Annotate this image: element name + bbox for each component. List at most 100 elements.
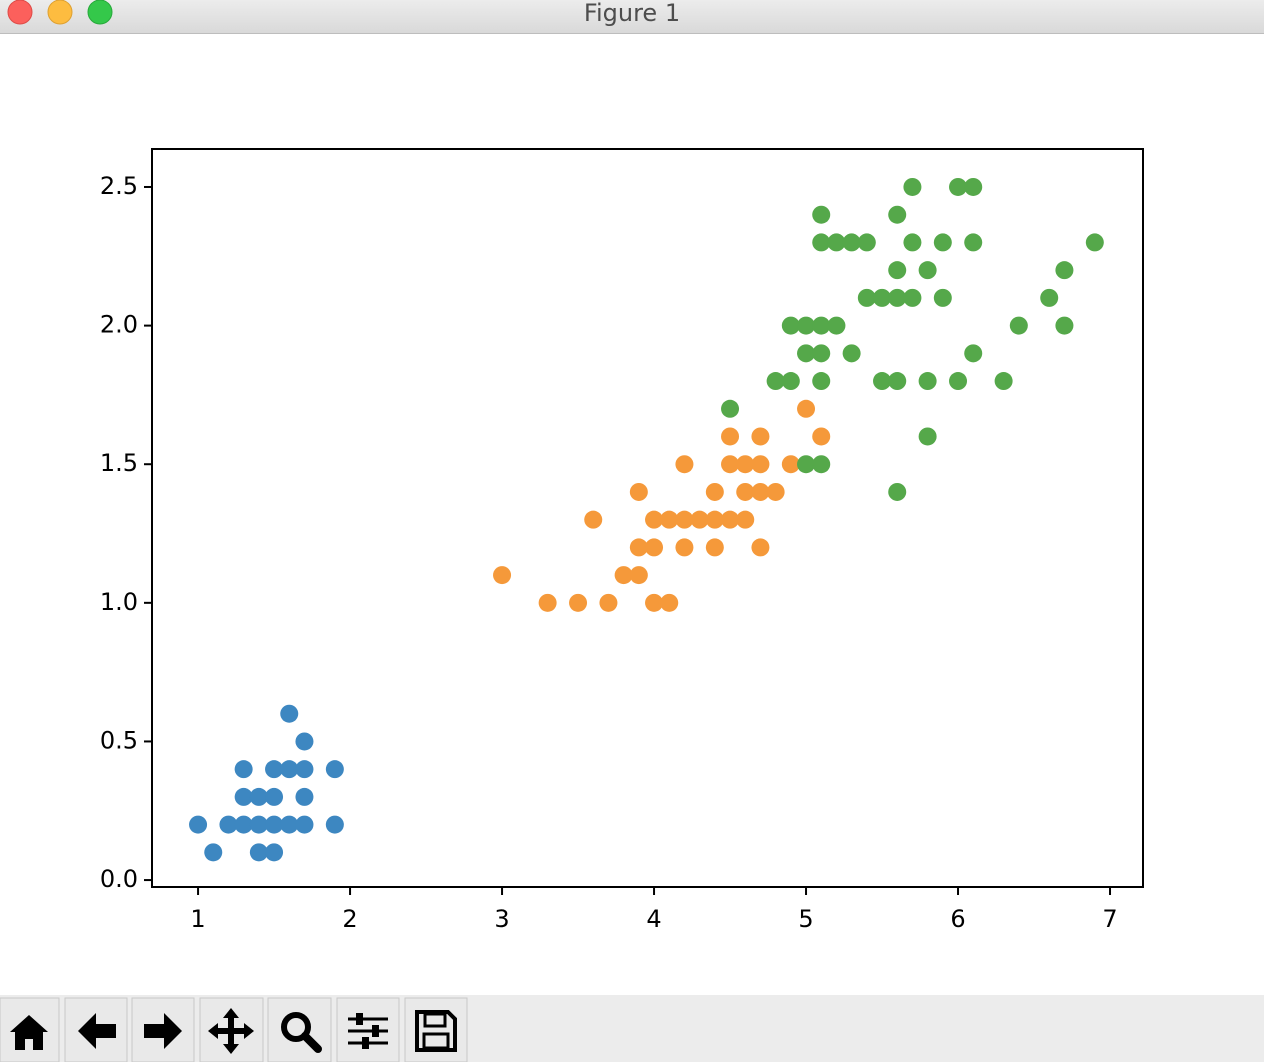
scatter-point: [797, 455, 816, 474]
scatter-point: [751, 455, 770, 474]
scatter-point: [812, 344, 831, 363]
x-tick-label: 4: [646, 905, 661, 933]
scatter-point: [812, 205, 831, 224]
scatter-point: [1085, 233, 1104, 252]
scatter-point: [888, 372, 907, 391]
scatter-point: [812, 233, 831, 252]
scatter-point: [781, 372, 800, 391]
scatter-point: [812, 316, 831, 335]
scatter-point: [690, 510, 709, 529]
zoom-tool-button[interactable]: [267, 997, 332, 1062]
scatter-point: [797, 399, 816, 418]
scatter-point: [994, 372, 1013, 391]
scatter-point: [325, 815, 344, 834]
scatter-point: [873, 288, 892, 307]
scatter-point: [219, 815, 238, 834]
scatter-point: [903, 288, 922, 307]
scatter-point: [781, 455, 800, 474]
scatter-point: [857, 288, 876, 307]
home-button[interactable]: [0, 997, 60, 1062]
close-button[interactable]: [7, 0, 33, 25]
scatter-point: [797, 316, 816, 335]
y-tick-label: 1.5: [100, 449, 138, 477]
scatter-point: [249, 815, 268, 834]
scatter-point: [569, 593, 588, 612]
scatter-point: [812, 427, 831, 446]
scatter-point: [629, 566, 648, 585]
scatter-point: [675, 510, 694, 529]
title-bar: [0, 0, 1264, 33]
back-button[interactable]: [64, 997, 128, 1062]
scatter-point: [888, 482, 907, 501]
scatter-point: [918, 427, 937, 446]
scatter-point: [645, 593, 664, 612]
zoom-button[interactable]: [87, 0, 113, 25]
y-tick-label: 2.5: [100, 172, 138, 200]
scatter-point: [645, 510, 664, 529]
scatter-point: [265, 815, 284, 834]
plot: 1 2 3 4 5 6 7 0.0 0.5 1.0 1.5 2.0 2.5: [100, 172, 1118, 933]
scatter-point: [903, 233, 922, 252]
scatter-point: [721, 510, 740, 529]
scatter-point: [660, 510, 679, 529]
scatter-point: [751, 427, 770, 446]
scatter-point: [295, 732, 314, 751]
scatter-point: [265, 760, 284, 779]
scatter-point: [1009, 316, 1028, 335]
scatter-point: [629, 538, 648, 557]
scatter-point: [812, 372, 831, 391]
scatter-point: [280, 815, 299, 834]
scatter-point: [629, 482, 648, 501]
scatter-point: [295, 815, 314, 834]
scatter-point: [751, 482, 770, 501]
scatter-point: [736, 482, 755, 501]
scatter-point: [797, 344, 816, 363]
scatter-point: [295, 760, 314, 779]
scatter-point: [675, 455, 694, 474]
scatter-point: [751, 538, 770, 557]
x-tick-label: 7: [1102, 905, 1117, 933]
scatter-point: [1055, 316, 1074, 335]
scatter-point: [918, 372, 937, 391]
scatter-point: [766, 372, 785, 391]
scatter-point: [675, 538, 694, 557]
y-tick-label: 1.0: [100, 588, 138, 616]
scatter-point: [827, 233, 846, 252]
scatter-point: [873, 372, 892, 391]
scatter-point: [265, 787, 284, 806]
save-button[interactable]: [404, 997, 468, 1062]
configure-button[interactable]: [336, 997, 400, 1062]
scatter-point: [234, 815, 253, 834]
scatter-point: [705, 538, 724, 557]
scatter-point: [964, 344, 983, 363]
x-tick-label: 1: [190, 905, 205, 933]
scatter-point: [705, 510, 724, 529]
scatter-point: [721, 399, 740, 418]
scatter-point: [721, 455, 740, 474]
scatter-point: [964, 233, 983, 252]
scatter-point: [903, 177, 922, 196]
scatter-point: [538, 593, 557, 612]
scatter-point: [888, 205, 907, 224]
scatter-point: [1040, 288, 1059, 307]
pan-button[interactable]: [199, 997, 264, 1062]
scatter-point: [249, 787, 268, 806]
scatter-point: [234, 760, 253, 779]
scatter-point: [949, 177, 968, 196]
scatter-point: [584, 510, 603, 529]
y-tick-label: 2.0: [100, 311, 138, 339]
scatter-point: [949, 372, 968, 391]
forward-button[interactable]: [131, 997, 195, 1062]
scatter-point: [842, 344, 861, 363]
scatter-point: [964, 177, 983, 196]
y-tick-label: 0.5: [100, 726, 138, 754]
scatter-point: [280, 704, 299, 723]
scatter-point: [265, 843, 284, 862]
scatter-point: [493, 566, 512, 585]
scatter-point: [249, 843, 268, 862]
scatter-point: [721, 427, 740, 446]
scatter-point: [933, 288, 952, 307]
scatter-point: [736, 510, 755, 529]
minimize-button[interactable]: [47, 0, 73, 25]
